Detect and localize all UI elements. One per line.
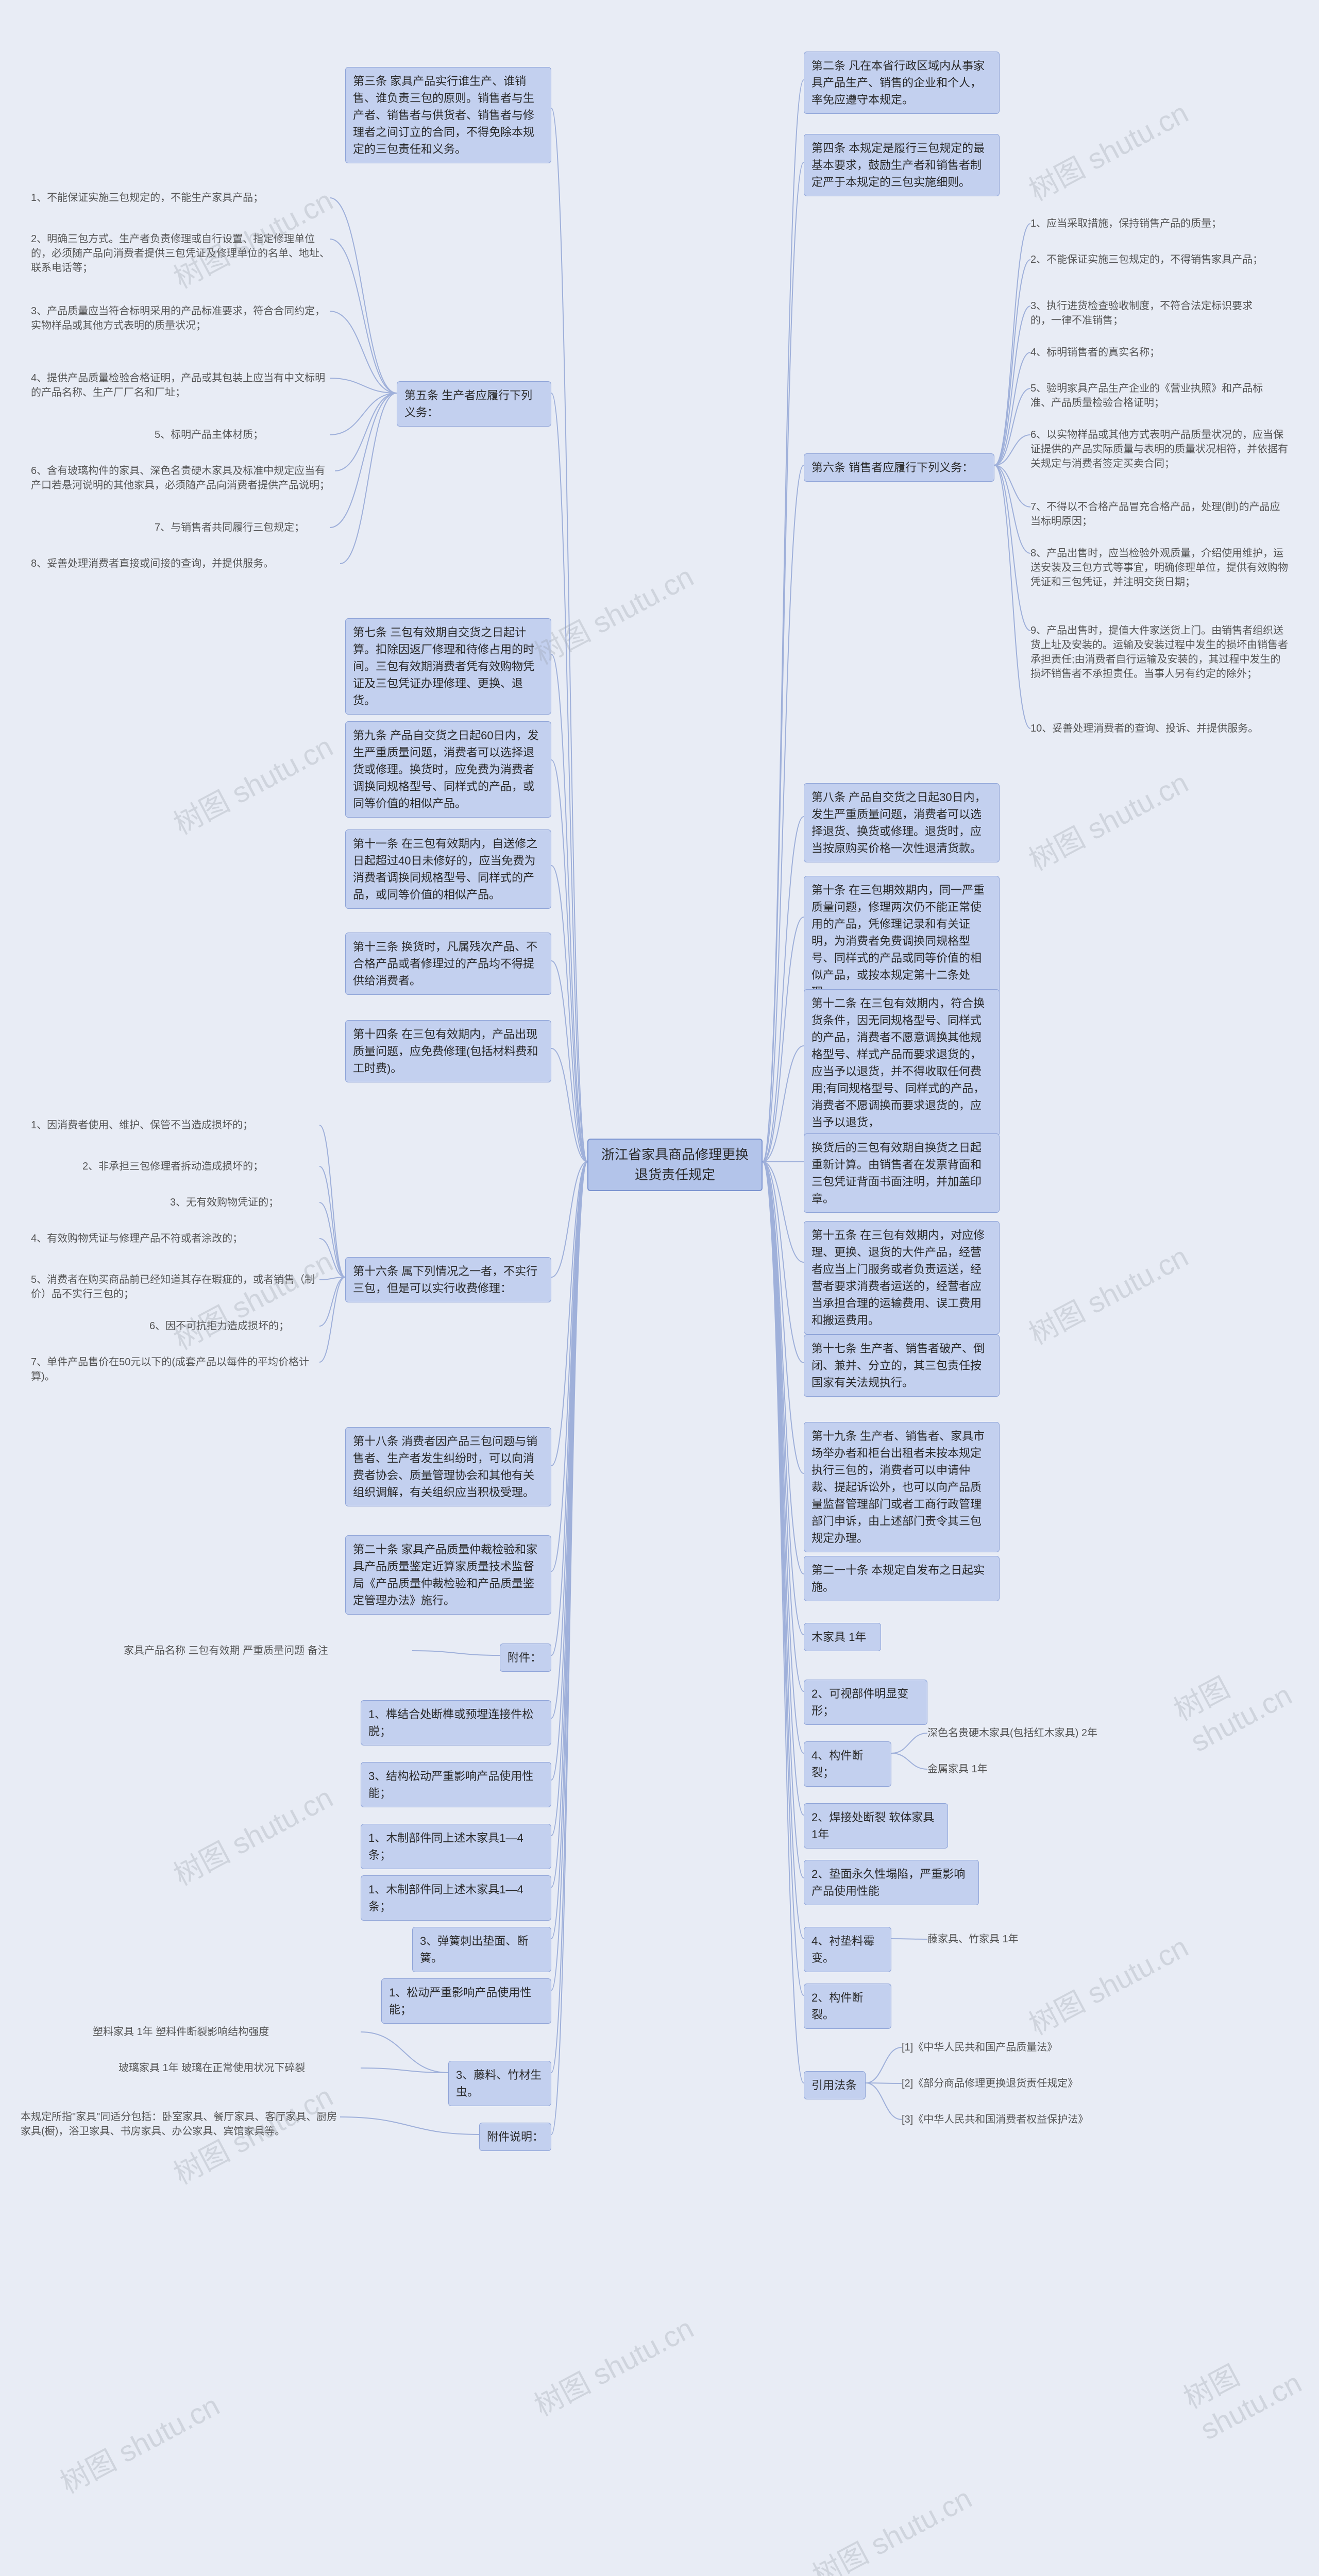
branch-r19: 第十九条 生产者、销售者、家具市场举办者和柜台出租者未按本规定执行三包的，消费者… xyxy=(804,1422,1000,1552)
branch-rm2c: 2、垫面永久性塌陷，严重影响产品使用性能 xyxy=(804,1860,979,1905)
branch-rm4: 4、构件断裂； xyxy=(804,1741,891,1787)
branch-ls3c: 3、藤料、竹材生虫。 xyxy=(448,2061,551,2106)
branch-l3: 第三条 家具产品实行谁生产、谁销售、谁负责三包的原则。销售者与生产者、销售者与供… xyxy=(345,67,551,163)
leaf-r6-4: 5、验明家具产品生产企业的《营业执照》和产品标准、产品质量检验合格证明； xyxy=(1030,381,1273,410)
branch-ryy: 引用法条 xyxy=(804,2071,866,2099)
branch-r2: 第二条 凡在本省行政区域内从事家具产品生产、销售的企业和个人，率免应遵守本规定。 xyxy=(804,52,1000,114)
leaf-ryy-2: [3]《中华人民共和国消费者权益保护法》 xyxy=(902,2112,1118,2127)
branch-rm2b: 2、焊接处断裂 软体家具 1年 xyxy=(804,1803,948,1849)
leaf-ryy-0: [1]《中华人民共和国产品质量法》 xyxy=(902,2040,1118,2055)
leaf-ls3c-1: 玻璃家具 1年 玻璃在正常使用状况下碎裂 xyxy=(119,2061,361,2075)
branch-r21: 第二一十条 本规定自发布之日起实施。 xyxy=(804,1556,1000,1601)
leaf-l16-1: 2、非承担三包修理者拆动造成损坏的； xyxy=(82,1159,319,1174)
leaf-lfj-0: 家具产品名称 三包有效期 严重质量问题 备注 xyxy=(124,1643,412,1658)
branch-lfj: 附件： xyxy=(500,1643,551,1672)
branch-r_hh: 换货后的三包有效期自换货之日起重新计算。由销售者在发票背面和三包凭证背面书面注明… xyxy=(804,1133,1000,1213)
leaf-l5-0: 1、不能保证实施三包规定的，不能生产家具产品； xyxy=(31,191,330,205)
leaf-l16-4: 5、消费者在购买商品前已经知道其存在瑕疵的，或者销售（制价）品不实行三包的； xyxy=(31,1273,319,1301)
leaf-l16-6: 7、单件产品售价在50元以下的(成套产品以每件的平均价格计算)。 xyxy=(31,1355,319,1384)
leaf-l16-3: 4、有效购物凭证与修理产品不符或者涂改的； xyxy=(31,1231,319,1246)
leaf-l5-3: 4、提供产品质量检验合格证明，产品或其包装上应当有中文标明的产品名称、生产厂厂名… xyxy=(31,371,330,400)
leaf-r6-8: 9、产品出售时，提值大件家送货上门。由销售者组织送货上址及安装的。运输及安装过程… xyxy=(1030,623,1288,681)
branch-ls1b: 1、木制部件同上述木家具1—4条； xyxy=(361,1824,551,1869)
leaf-l5-1: 2、明确三包方式。生产者负责修理或自行设置、指定修理单位的，必须随产品向消费者提… xyxy=(31,232,330,275)
branch-r8: 第八条 产品自交货之日起30日内，发生严重质量问题，消费者可以选择退货、换货或修… xyxy=(804,783,1000,862)
leaf-l5-6: 7、与销售者共同履行三包规定； xyxy=(155,520,330,535)
branch-r10: 第十条 在三包期效期内，同一严重质量问题，修理两次仍不能正常使用的产品，凭修理记… xyxy=(804,876,1000,1006)
leaf-rm4b-0: 藤家具、竹家具 1年 xyxy=(927,1932,1061,1946)
leaf-ryy-1: [2]《部分商品修理更换退货责任规定》 xyxy=(902,2076,1118,2091)
leaf-l5-5: 6、含有玻璃构件的家具、深色名贵硬木家具及标准中规定应当有产口若悬河说明的其他家… xyxy=(31,464,335,493)
branch-l11: 第十一条 在三包有效期内，自送修之日起超过40日未修好的，应当免费为消费者调换同… xyxy=(345,829,551,909)
branch-l20: 第二十条 家具产品质量仲裁检验和家具产品质量鉴定近算家质量技术监督局《产品质量仲… xyxy=(345,1535,551,1615)
leaf-r6-5: 6、以实物样品或其他方式表明产品质量状况的，应当保证提供的产品实际质量与表明的质… xyxy=(1030,428,1288,471)
branch-ls1d: 1、松动严重影响产品使用性能； xyxy=(381,1978,551,2024)
leaf-r6-7: 8、产品出售时，应当检验外观质量，介绍使用维护，运送安装及三包方式等事宜，明确修… xyxy=(1030,546,1288,589)
branch-ls1: 1、榫结合处断榫或预埋连接件松脱； xyxy=(361,1700,551,1745)
branch-l18: 第十八条 消费者因产品三包问题与销售者、生产者发生纠纷时，可以向消费者协会、质量… xyxy=(345,1427,551,1506)
leaf-rm4-1: 金属家具 1年 xyxy=(927,1762,1030,1776)
leaf-r6-1: 2、不能保证实施三包规定的，不得销售家具产品； xyxy=(1030,252,1273,267)
branch-r6: 第六条 销售者应履行下列义务： xyxy=(804,453,994,482)
branch-l7: 第七条 三包有效期自交货之日起计算。扣除因返厂修理和待修占用的时间。三包有效期消… xyxy=(345,618,551,715)
branch-ls1c: 1、木制部件同上述木家具1—4条； xyxy=(361,1875,551,1921)
leaf-r6-3: 4、标明销售者的真实名称； xyxy=(1030,345,1273,360)
branch-l9: 第九条 产品自交货之日起60日内，发生严重质量问题，消费者可以选择退货或修理。换… xyxy=(345,721,551,818)
leaf-rm4-0: 深色名贵硬木家具(包括红木家具) 2年 xyxy=(927,1726,1149,1740)
mindmap-canvas: 浙江省家具商品修理更换退货责任规定 第三条 家具产品实行谁生产、谁销售、谁负责三包… xyxy=(0,0,1319,2576)
leaf-l16-0: 1、因消费者使用、维护、保管不当造成损坏的； xyxy=(31,1118,319,1132)
branch-r17: 第十七条 生产者、销售者破产、倒闭、兼并、分立的，其三包责任按国家有关法规执行。 xyxy=(804,1334,1000,1397)
branch-ls3b: 3、弹簧刺出垫面、断簧。 xyxy=(412,1927,551,1972)
branch-rm2d: 2、构件断裂。 xyxy=(804,1984,891,2029)
leaf-lfs-0: 本规定所指"家具"同适分包括：卧室家具、餐厅家具、客厅家具、厨房家具(橱)，浴卫… xyxy=(21,2110,340,2139)
central-topic: 浙江省家具商品修理更换退货责任规定 xyxy=(587,1139,763,1191)
branch-lfs: 附件说明： xyxy=(479,2123,551,2151)
branch-l14: 第十四条 在三包有效期内，产品出现质量问题，应免费修理(包括材料费和工时费)。 xyxy=(345,1020,551,1082)
leaf-l5-4: 5、标明产品主体材质； xyxy=(155,428,330,442)
leaf-ls3c-0: 塑料家具 1年 塑料件断裂影响结构强度 xyxy=(93,2025,361,2039)
branch-rm1: 木家具 1年 xyxy=(804,1623,881,1651)
leaf-l5-7: 8、妥善处理消费者直接或间接的查询，并提供服务。 xyxy=(31,556,340,571)
branch-rm4b: 4、衬垫料霉变。 xyxy=(804,1927,891,1972)
branch-r15: 第十五条 在三包有效期内，对应修理、更换、退货的大件产品，经营者应当上门服务或者… xyxy=(804,1221,1000,1334)
branch-rm2: 2、可视部件明显变形； xyxy=(804,1680,927,1725)
branch-r12: 第十二条 在三包有效期内，符合换货条件，因无同规格型号、同样式的产品，消费者不愿… xyxy=(804,989,1000,1137)
leaf-l16-5: 6、因不可抗拒力造成损坏的； xyxy=(149,1319,319,1333)
branch-ls3: 3、结构松动严重影响产品使用性能； xyxy=(361,1762,551,1807)
leaf-l5-2: 3、产品质量应当符合标明采用的产品标准要求，符合合同约定，实物样品或其他方式表明… xyxy=(31,304,330,333)
branch-r4: 第四条 本规定是履行三包规定的最基本要求，鼓励生产者和销售者制定严于本规定的三包… xyxy=(804,134,1000,196)
leaf-r6-6: 7、不得以不合格产品冒充合格产品，处理(削)的产品应当标明原因； xyxy=(1030,500,1288,529)
leaf-r6-2: 3、执行进货检查验收制度，不符合法定标识要求的，一律不准销售； xyxy=(1030,299,1273,328)
leaf-r6-9: 10、妥善处理消费者的查询、投诉、并提供服务。 xyxy=(1030,721,1288,736)
branch-l16: 第十六条 属下列情况之一者，不实行三包，但是可以实行收费修理： xyxy=(345,1257,551,1302)
branch-l13: 第十三条 换货时，凡属残次产品、不合格产品或者修理过的产品均不得提供给消费者。 xyxy=(345,933,551,995)
leaf-r6-0: 1、应当采取措施，保持销售产品的质量； xyxy=(1030,216,1273,231)
leaf-l16-2: 3、无有效购物凭证的； xyxy=(170,1195,319,1210)
branch-l5: 第五条 生产者应履行下列义务： xyxy=(397,381,551,427)
